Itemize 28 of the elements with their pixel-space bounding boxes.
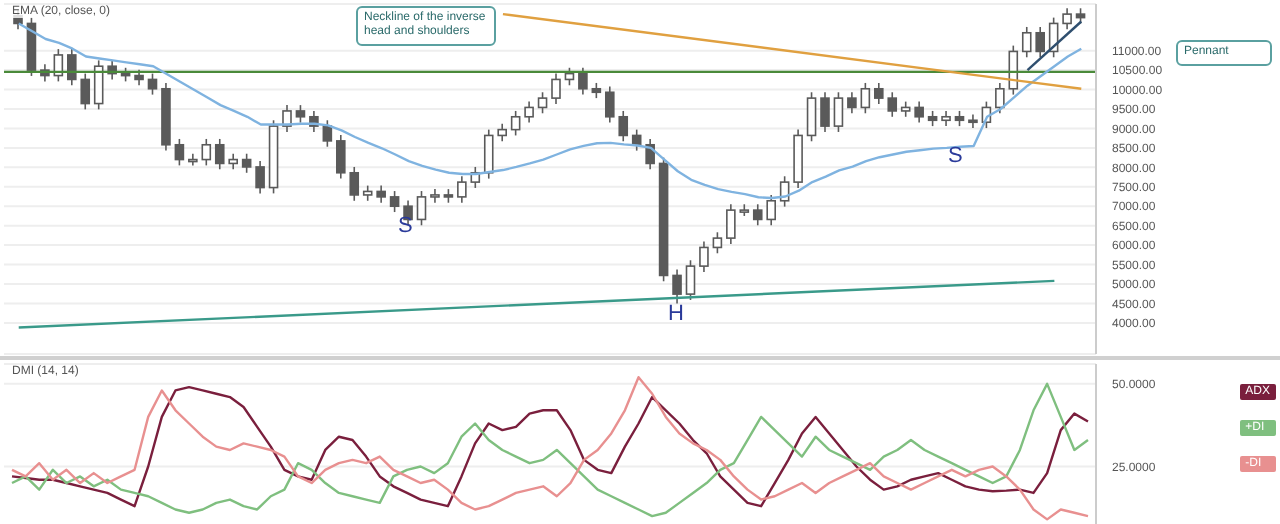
candlestick <box>255 160 265 195</box>
candlestick <box>201 138 212 167</box>
candlestick <box>551 72 561 105</box>
candlestick <box>389 190 400 213</box>
candlestick <box>847 91 857 115</box>
candlestick <box>833 91 844 133</box>
annotation: H <box>668 302 684 326</box>
candlestick <box>1062 7 1072 31</box>
candlestick <box>430 188 440 204</box>
candlestick <box>968 113 978 129</box>
candlestick <box>672 268 682 305</box>
candlestick <box>699 240 709 273</box>
annotation: S <box>948 144 963 168</box>
candlestick <box>147 72 158 96</box>
candlestick <box>806 91 817 143</box>
candlestick <box>524 100 534 124</box>
candlestick <box>820 91 830 133</box>
candlestick <box>860 82 871 115</box>
candlestick <box>578 66 588 96</box>
candlestick <box>793 128 803 189</box>
candlestick <box>241 152 252 174</box>
annotation: S <box>398 214 413 238</box>
candlestick <box>712 231 723 255</box>
candlestick <box>174 138 185 167</box>
candlestick <box>685 259 696 301</box>
candlestick <box>537 91 548 115</box>
candlestick <box>510 110 521 137</box>
candlestick <box>416 190 427 227</box>
